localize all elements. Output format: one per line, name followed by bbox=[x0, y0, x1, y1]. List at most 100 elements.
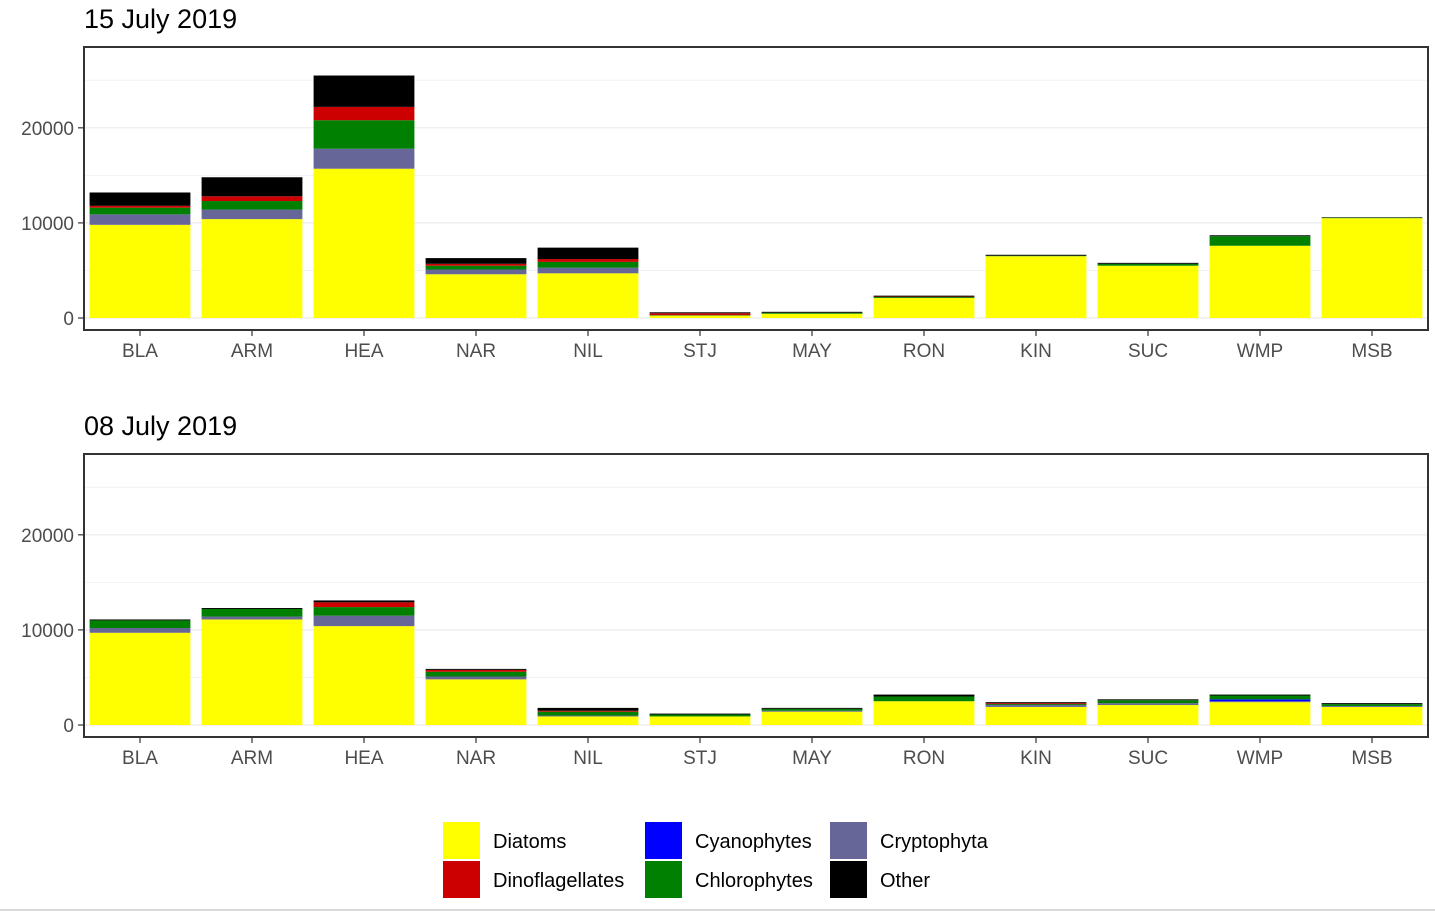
bar-wmp-cyanophytes bbox=[1209, 699, 1311, 702]
bar-nil-diatoms bbox=[537, 273, 639, 318]
x-tick-label: MSB bbox=[1351, 748, 1392, 769]
legend-swatch-cryptophyta bbox=[830, 822, 867, 859]
x-tick-label: MAY bbox=[792, 748, 832, 769]
bar-suc-diatoms bbox=[1097, 265, 1199, 318]
legend-swatch-dinoflagellates bbox=[443, 861, 480, 898]
bar-bla-other bbox=[89, 192, 191, 206]
legend-label-chlorophytes: Chlorophytes bbox=[695, 870, 813, 892]
bar-nil-dinoflagellates bbox=[537, 259, 639, 262]
bar-arm-other bbox=[201, 177, 303, 197]
x-tick-label: SUC bbox=[1128, 748, 1168, 769]
bar-arm-cryptophyta bbox=[201, 209, 303, 220]
bar-msb-other bbox=[1321, 703, 1423, 705]
bar-hea-chlorophytes bbox=[313, 607, 415, 616]
panel-border bbox=[83, 46, 1429, 331]
legend-label-other: Other bbox=[880, 870, 930, 892]
bar-nar-chlorophytes bbox=[425, 265, 527, 270]
x-tick-label: WMP bbox=[1237, 748, 1283, 769]
x-tick-label: MSB bbox=[1351, 341, 1392, 362]
x-tick-label: NIL bbox=[573, 748, 603, 769]
bar-nar-other bbox=[425, 668, 527, 670]
bar-hea-dinoflagellates bbox=[313, 602, 415, 608]
bar-bla-diatoms bbox=[89, 632, 191, 725]
y-tick-label: 10000 bbox=[21, 621, 74, 642]
bar-nar-diatoms bbox=[425, 679, 527, 725]
bar-arm-chlorophytes bbox=[201, 608, 303, 617]
legend-label-dinoflagellates: Dinoflagellates bbox=[493, 870, 624, 892]
x-tick-label: BLA bbox=[122, 341, 158, 362]
bar-hea-other bbox=[313, 600, 415, 603]
x-tick-label: BLA bbox=[122, 748, 158, 769]
bar-msb-chlorophytes bbox=[1321, 704, 1423, 706]
bar-nil-chlorophytes bbox=[537, 261, 639, 268]
bar-kin-other bbox=[985, 702, 1087, 704]
bar-nar-cryptophyta bbox=[425, 269, 527, 275]
x-tick-label: RON bbox=[903, 748, 945, 769]
y-tick-label: 0 bbox=[63, 309, 74, 330]
bar-stj-chlorophytes bbox=[649, 714, 751, 717]
bar-suc-other bbox=[1097, 262, 1199, 264]
bar-bla-other bbox=[89, 619, 191, 621]
x-tick-label: NAR bbox=[456, 748, 496, 769]
bar-nar-dinoflagellates bbox=[425, 263, 527, 266]
legend-swatch-chlorophytes bbox=[645, 861, 682, 898]
x-tick-label: WMP bbox=[1237, 341, 1283, 362]
bar-ron-other bbox=[873, 694, 975, 697]
legend-label-diatoms: Diatoms bbox=[493, 831, 566, 853]
legend-swatch-cyanophytes bbox=[645, 822, 682, 859]
bar-bla-dinoflagellates bbox=[89, 205, 191, 208]
panel-border bbox=[83, 453, 1429, 738]
bar-wmp-other bbox=[1209, 235, 1311, 237]
x-tick-label: KIN bbox=[1020, 748, 1052, 769]
bar-ron-chlorophytes bbox=[873, 696, 975, 702]
bar-kin-diatoms bbox=[985, 256, 1087, 318]
y-tick-label: 0 bbox=[63, 716, 74, 737]
bar-ron-chlorophytes bbox=[873, 297, 975, 299]
bar-may-chlorophytes bbox=[761, 312, 863, 314]
bar-arm-dinoflagellates bbox=[201, 196, 303, 202]
bar-stj-diatoms bbox=[649, 716, 751, 725]
bar-may-other bbox=[761, 311, 863, 313]
x-tick-label: SUC bbox=[1128, 341, 1168, 362]
x-tick-label: RON bbox=[903, 341, 945, 362]
bar-nil-dinoflagellates bbox=[537, 710, 639, 712]
bar-bla-chlorophytes bbox=[89, 207, 191, 215]
chart-panel-2: 08 July 2019 BLA ARM HEA NAR NIL STJ MAY RON KIN S… bbox=[21, 411, 1429, 769]
x-tick-label: STJ bbox=[683, 341, 717, 362]
legend-label-cyanophytes: Cyanophytes bbox=[695, 831, 812, 853]
x-tick-label: NIL bbox=[573, 341, 603, 362]
bar-nar-cryptophyta bbox=[425, 676, 527, 680]
bar-ron-other bbox=[873, 295, 975, 297]
y-tick-label: 20000 bbox=[21, 526, 74, 547]
bar-stj-other bbox=[649, 312, 751, 314]
bar-wmp-diatoms bbox=[1209, 245, 1311, 318]
bar-nar-chlorophytes bbox=[425, 671, 527, 677]
x-tick-label: MAY bbox=[792, 341, 832, 362]
bar-wmp-diatoms bbox=[1209, 702, 1311, 725]
bar-bla-cryptophyta bbox=[89, 628, 191, 633]
x-tick-label: NAR bbox=[456, 341, 496, 362]
bar-hea-dinoflagellates bbox=[313, 106, 415, 121]
bar-suc-chlorophytes bbox=[1097, 263, 1199, 266]
bottom-divider bbox=[0, 909, 1435, 911]
bar-kin-other bbox=[985, 254, 1087, 256]
bar-may-chlorophytes bbox=[761, 708, 863, 711]
bar-hea-diatoms bbox=[313, 626, 415, 725]
bar-wmp-cryptophyta bbox=[1209, 701, 1311, 703]
legend-label-cryptophyta: Cryptophyta bbox=[880, 831, 989, 853]
x-tick-label: ARM bbox=[231, 341, 273, 362]
bar-hea-chlorophytes bbox=[313, 120, 415, 149]
bar-kin-cryptophyta bbox=[985, 705, 1087, 707]
bar-may-diatoms bbox=[761, 313, 863, 318]
bar-ron-diatoms bbox=[873, 298, 975, 318]
bar-hea-other bbox=[313, 75, 415, 107]
x-tick-label: HEA bbox=[344, 341, 383, 362]
bar-bla-chlorophytes bbox=[89, 620, 191, 629]
bar-kin-dinoflagellates bbox=[985, 703, 1087, 705]
bar-nar-dinoflagellates bbox=[425, 669, 527, 672]
panel-title: 15 July 2019 bbox=[84, 4, 237, 34]
bar-suc-cryptophyta bbox=[1097, 703, 1199, 706]
bar-stj-diatoms bbox=[649, 315, 751, 318]
bar-ron-diatoms bbox=[873, 701, 975, 725]
